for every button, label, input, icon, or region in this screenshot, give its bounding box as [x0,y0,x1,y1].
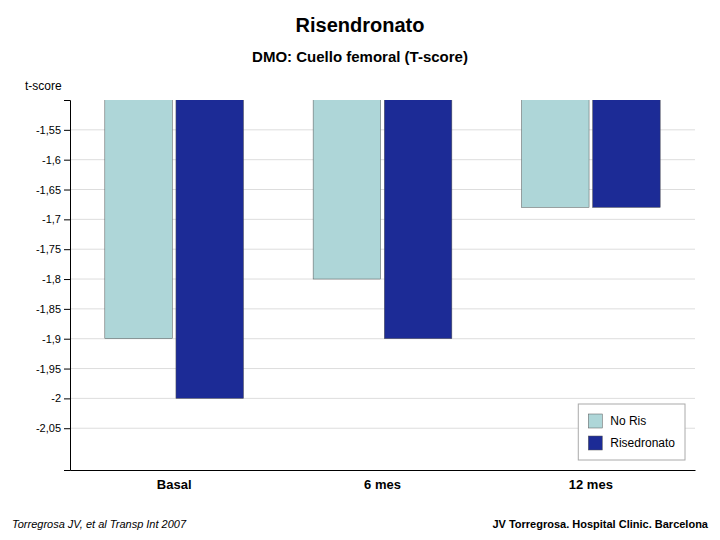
bar-series [176,100,660,398]
y-tick: -1,75 [36,243,70,255]
x-tick-label: Basal [157,477,192,492]
y-tick: -1,55 [36,124,70,136]
bars [105,100,660,398]
y-tick-mark [64,279,70,280]
bar [521,100,589,207]
y-tick-label: -1,9 [42,333,61,345]
bar [313,100,381,279]
y-tick-mark [64,339,70,340]
legend-label: No Ris [610,414,646,428]
y-tick-mark [64,398,70,399]
y-tick-label: -1,95 [36,363,61,375]
y-axis-line [64,101,71,471]
grid-line [70,398,695,399]
chart-container: Risendronato DMO: Cuello femoral (T-score… [0,0,720,540]
y-tick: -2,05 [36,422,70,434]
footnote: Torregrosa JV, et al Transp Int 2007 [12,518,187,530]
bar [384,100,452,339]
x-tick-label: 6 mes [364,477,401,492]
y-tick: -1,6 [42,154,70,166]
y-tick-mark [64,369,70,370]
y-tick-label: -1,55 [36,124,61,136]
legend: No Ris Risedronato [578,404,685,460]
y-tick-label: -2,05 [36,422,61,434]
y-tick-label: -1,65 [36,184,61,196]
y-tick-label: -1,75 [36,243,61,255]
chart-svg: Risendronato DMO: Cuello femoral (T-score… [0,0,720,540]
bar [176,100,244,398]
x-axis: Basal 6 mes 12 mes [71,471,696,493]
footnote: JV Torregrosa. Hospital Clinic. Barcelon… [492,518,708,530]
y-tick-label: -1,6 [42,154,61,166]
y-tick-label: -1,85 [36,303,61,315]
grid-line [70,368,695,369]
legend-swatch [588,436,602,450]
y-tick-mark [64,428,70,429]
y-axis: -1,55 -1,6 -1,65 -1,7 -1,75 -1,8 -1,85 -1,9 -1,9… [36,101,71,471]
legend-item: No Ris [588,414,646,428]
y-tick: -1,8 [42,273,70,285]
y-tick-mark [64,219,70,220]
y-tick-mark [64,130,70,131]
title: Risendronato [296,14,425,36]
bar [105,100,173,339]
y-tick: -1,85 [36,303,70,315]
y-tick-mark [64,249,70,250]
y-tick-mark [64,190,70,191]
x-tick: 12 mes [569,477,613,492]
x-axis-line [71,470,696,471]
y-tick-label: -1,7 [42,213,61,225]
y-tick: -1,95 [36,363,70,375]
y-tick: -1,7 [42,213,70,225]
x-tick: 6 mes [364,477,401,492]
y-axis-title: t-score [25,79,62,93]
legend-label: Risedronato [610,436,675,450]
y-tick-label: -2 [51,392,61,404]
y-tick: -1,9 [42,333,70,345]
x-tick: Basal [157,477,192,492]
y-tick-label: -1,8 [42,273,61,285]
legend-swatch [588,414,602,428]
y-tick: -1,65 [36,184,70,196]
y-tick-mark [64,309,70,310]
x-tick-label: 12 mes [569,477,613,492]
y-tick-mark [64,160,70,161]
y-tick: -2 [51,392,70,404]
plot-area: -1,55 -1,6 -1,65 -1,7 -1,75 -1,8 -1,85 -1,9 -1,9… [36,0,696,492]
legend-box [578,404,685,460]
subtitle: DMO: Cuello femoral (T-score) [252,48,468,65]
legend-item: Risedronato [588,436,675,450]
bar [593,100,661,207]
